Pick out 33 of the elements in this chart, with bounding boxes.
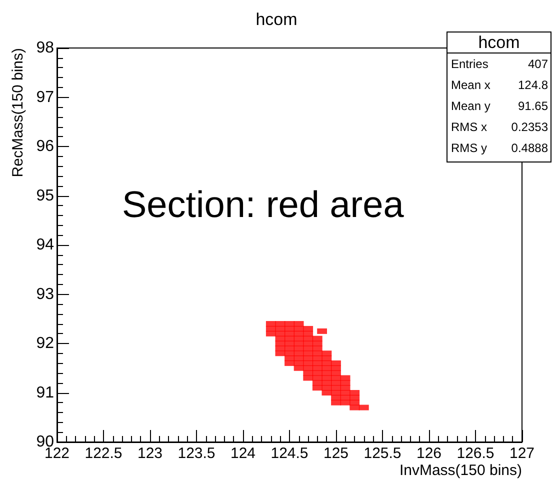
text: 407 xyxy=(528,57,548,71)
annotation: 124.8 xyxy=(518,78,548,92)
annotation: RMS y xyxy=(451,141,487,155)
y-axis-title: RecMass(150 bins) xyxy=(10,48,26,178)
annotation: Section: red area xyxy=(122,184,404,225)
annotation: hcom xyxy=(478,33,520,52)
x-tick-label: 123.5 xyxy=(178,445,216,462)
annotation: Mean y xyxy=(451,99,490,113)
x-tick-label: 122.5 xyxy=(84,445,122,462)
x-tick-label: 126.5 xyxy=(456,445,494,462)
y-tick-label: 96 xyxy=(36,138,54,155)
annotation: Entries xyxy=(451,57,488,71)
x-axis-title: InvMass(150 bins) xyxy=(399,462,522,479)
y-tick-label: 93 xyxy=(36,286,54,303)
x-tick-label: 126 xyxy=(416,445,442,462)
annotation: 91.65 xyxy=(518,99,548,113)
annotation: RMS x xyxy=(451,120,487,134)
x-tick-label: 125.5 xyxy=(364,445,402,462)
x-tick-label: 127 xyxy=(509,445,535,462)
annotation: 0.2353 xyxy=(511,120,548,134)
x-tick-label: 124 xyxy=(230,445,256,462)
annotation: Mean x xyxy=(451,78,490,92)
y-tick-label: 98 xyxy=(36,40,54,56)
x-tick-label: 125 xyxy=(323,445,349,462)
y-tick-label: 95 xyxy=(36,187,54,204)
y-tick-label: 92 xyxy=(36,335,54,352)
x-tick-label: 124.5 xyxy=(270,445,308,462)
y-tick-label: 97 xyxy=(36,88,54,106)
y-tick-label: 91 xyxy=(36,384,54,402)
annotation: 0.4888 xyxy=(511,141,548,155)
y-tick-label: 94 xyxy=(36,236,54,254)
x-tick-label: 123 xyxy=(137,445,163,462)
chart-title: hcom xyxy=(256,10,298,29)
